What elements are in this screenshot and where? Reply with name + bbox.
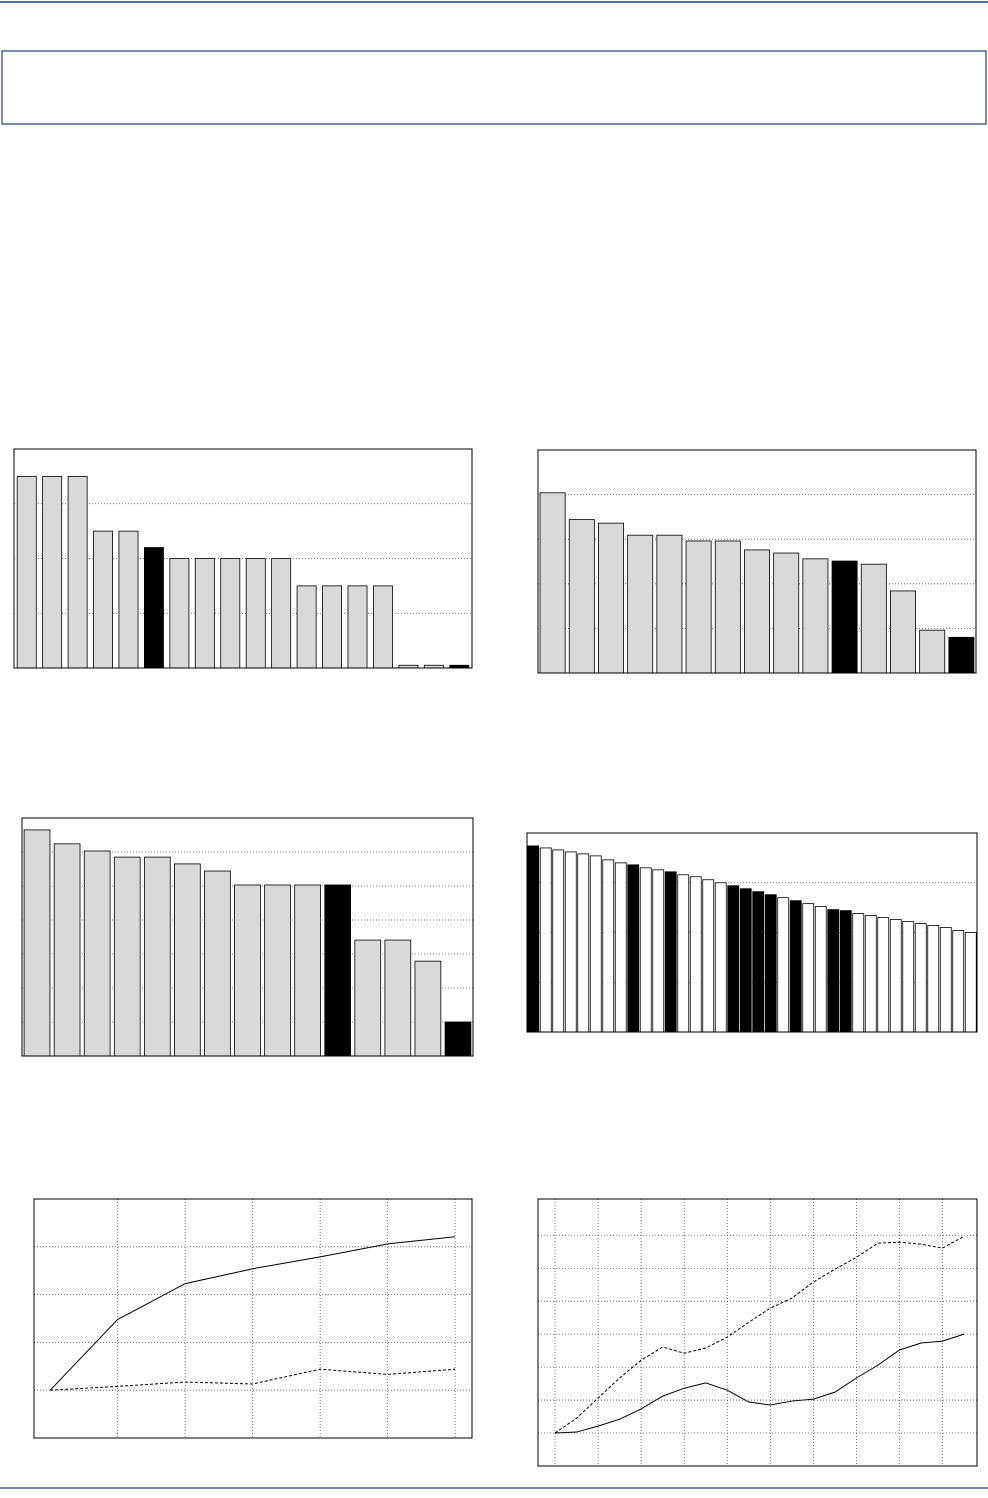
bar xyxy=(914,923,927,1033)
bar xyxy=(53,843,81,1057)
bar xyxy=(664,871,677,1033)
bar xyxy=(773,552,800,674)
line-series xyxy=(554,1235,965,1434)
bar xyxy=(174,863,201,1057)
bar xyxy=(373,585,393,669)
bar xyxy=(42,475,63,669)
bar xyxy=(354,939,382,1057)
bar xyxy=(589,855,602,1033)
bar xyxy=(83,850,111,1057)
header-box xyxy=(1,50,987,125)
bar xyxy=(118,530,139,669)
bar xyxy=(964,932,977,1033)
bar xyxy=(322,585,342,669)
bar xyxy=(627,534,654,674)
bar xyxy=(602,859,615,1033)
bar xyxy=(752,891,765,1033)
bar xyxy=(677,874,690,1033)
bar xyxy=(864,915,877,1033)
bar xyxy=(324,884,352,1057)
bar xyxy=(294,884,321,1057)
bar xyxy=(889,919,902,1033)
bar xyxy=(652,869,665,1033)
bar xyxy=(271,558,292,669)
bar xyxy=(777,897,790,1033)
bar xyxy=(890,590,916,674)
bar xyxy=(568,519,595,674)
bar xyxy=(860,563,887,674)
bar xyxy=(827,909,840,1033)
bar xyxy=(702,879,715,1033)
bar xyxy=(234,884,261,1057)
plot-frame xyxy=(13,448,473,669)
bar xyxy=(802,558,829,674)
bar xyxy=(744,549,770,674)
bar xyxy=(877,917,890,1033)
plot-frame xyxy=(526,832,978,1033)
bar xyxy=(245,558,266,669)
bar xyxy=(831,560,858,674)
bar xyxy=(577,853,590,1033)
bar xyxy=(789,900,802,1033)
bar xyxy=(852,913,865,1033)
bar xyxy=(764,894,777,1033)
bar xyxy=(296,585,317,669)
bar xyxy=(194,558,215,669)
bar xyxy=(598,522,624,674)
bar xyxy=(144,547,164,669)
bar xyxy=(614,862,627,1033)
bar xyxy=(23,829,51,1057)
bar xyxy=(927,925,940,1033)
bar xyxy=(93,530,113,669)
bar xyxy=(714,540,741,674)
bar xyxy=(539,847,552,1033)
bar xyxy=(739,888,752,1033)
plot-frame xyxy=(21,817,474,1057)
bar xyxy=(814,906,827,1033)
bar xyxy=(685,540,712,674)
bar xyxy=(16,475,37,669)
bar xyxy=(902,921,915,1033)
bar xyxy=(414,960,442,1057)
bar xyxy=(552,849,565,1033)
bar xyxy=(347,585,368,669)
bar xyxy=(727,885,740,1033)
bar xyxy=(839,910,852,1033)
bar xyxy=(67,475,88,669)
bar xyxy=(539,492,566,674)
bar xyxy=(639,867,652,1033)
bar xyxy=(802,903,815,1033)
bar xyxy=(948,636,975,674)
bar xyxy=(527,845,540,1033)
bar xyxy=(656,534,683,674)
bar xyxy=(264,884,291,1057)
bar xyxy=(564,851,577,1033)
line-series xyxy=(554,1333,965,1434)
bar xyxy=(220,558,241,669)
bar xyxy=(169,558,190,669)
plot-frame xyxy=(33,1198,473,1439)
bar xyxy=(952,930,965,1033)
bar xyxy=(143,856,171,1057)
bar xyxy=(919,629,946,674)
bar xyxy=(444,1021,472,1057)
bar xyxy=(689,876,702,1033)
line-series xyxy=(50,1368,456,1391)
bar xyxy=(627,864,640,1033)
bar xyxy=(384,939,412,1057)
line-series xyxy=(49,1236,456,1391)
bar xyxy=(113,856,141,1057)
plot-frame xyxy=(537,449,977,674)
bar xyxy=(939,927,952,1033)
plot-frame xyxy=(537,1198,978,1467)
bar xyxy=(714,882,727,1033)
bar xyxy=(204,870,231,1057)
